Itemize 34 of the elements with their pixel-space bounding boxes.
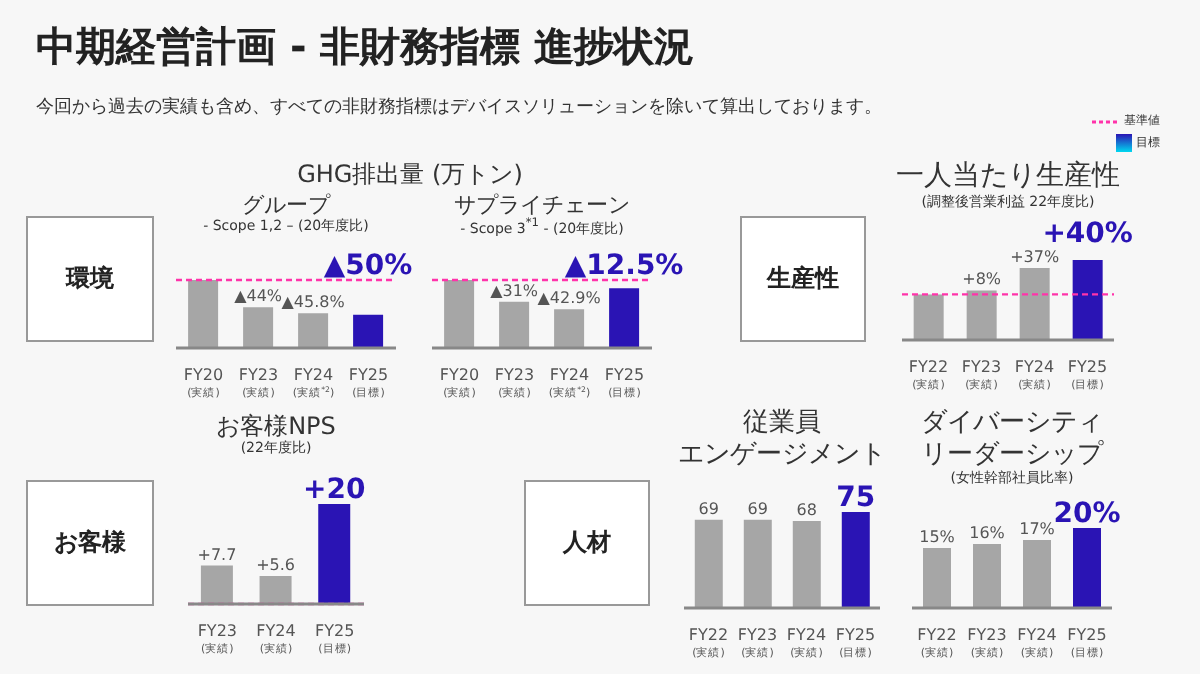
annotation: ▲44% <box>234 287 283 306</box>
text: 生産性 <box>740 216 866 342</box>
data-label: 69 <box>698 499 719 518</box>
chart-title: お客様NPS <box>214 412 338 440</box>
data-label: +5.6 <box>256 556 296 574</box>
text: 人材 <box>524 480 650 606</box>
data-label: 69 <box>747 499 768 518</box>
text: 中期経営計画 - 非財務指標 進捗状況 <box>36 20 695 74</box>
data-label: 68 <box>796 500 817 519</box>
annotation: ▲50% <box>323 250 413 282</box>
text: 今回から過去の実績も含め、すべての非財務指標はデバイスソリューションを除いて算出しております。 <box>36 95 882 120</box>
data-label: +7.7 <box>197 545 237 564</box>
data-label: 16% <box>969 524 1006 542</box>
chart-title: 従業員 <box>741 408 823 440</box>
chart-title: ダイバーシティリーダーシップ <box>919 408 1106 470</box>
annotation: +8% <box>962 270 1002 289</box>
data-label: +20 <box>303 474 366 506</box>
data-label: 20% <box>1053 498 1121 530</box>
annotation: ▲31% <box>490 281 539 300</box>
chart-title: 一人当たり生産性 <box>894 160 1122 194</box>
chart-title: サプライチェーン <box>452 192 632 218</box>
chart-title: グループ <box>240 192 333 219</box>
data-label: 75 <box>836 482 876 514</box>
text: GHG排出量 (万トン) <box>295 158 525 192</box>
chart-subtitle: エンゲージメント <box>676 439 888 471</box>
annotation: ▲42.9% <box>537 289 602 308</box>
data-label: 15% <box>919 528 956 546</box>
text: 環境 <box>26 216 154 342</box>
annotation: ▲45.8% <box>281 293 346 312</box>
text: お客様 <box>26 480 154 606</box>
text: +40% <box>1042 218 1133 250</box>
data-label: 17% <box>1019 520 1056 538</box>
annotation: +37% <box>1010 248 1060 266</box>
annotation: ▲12.5% <box>564 250 684 282</box>
